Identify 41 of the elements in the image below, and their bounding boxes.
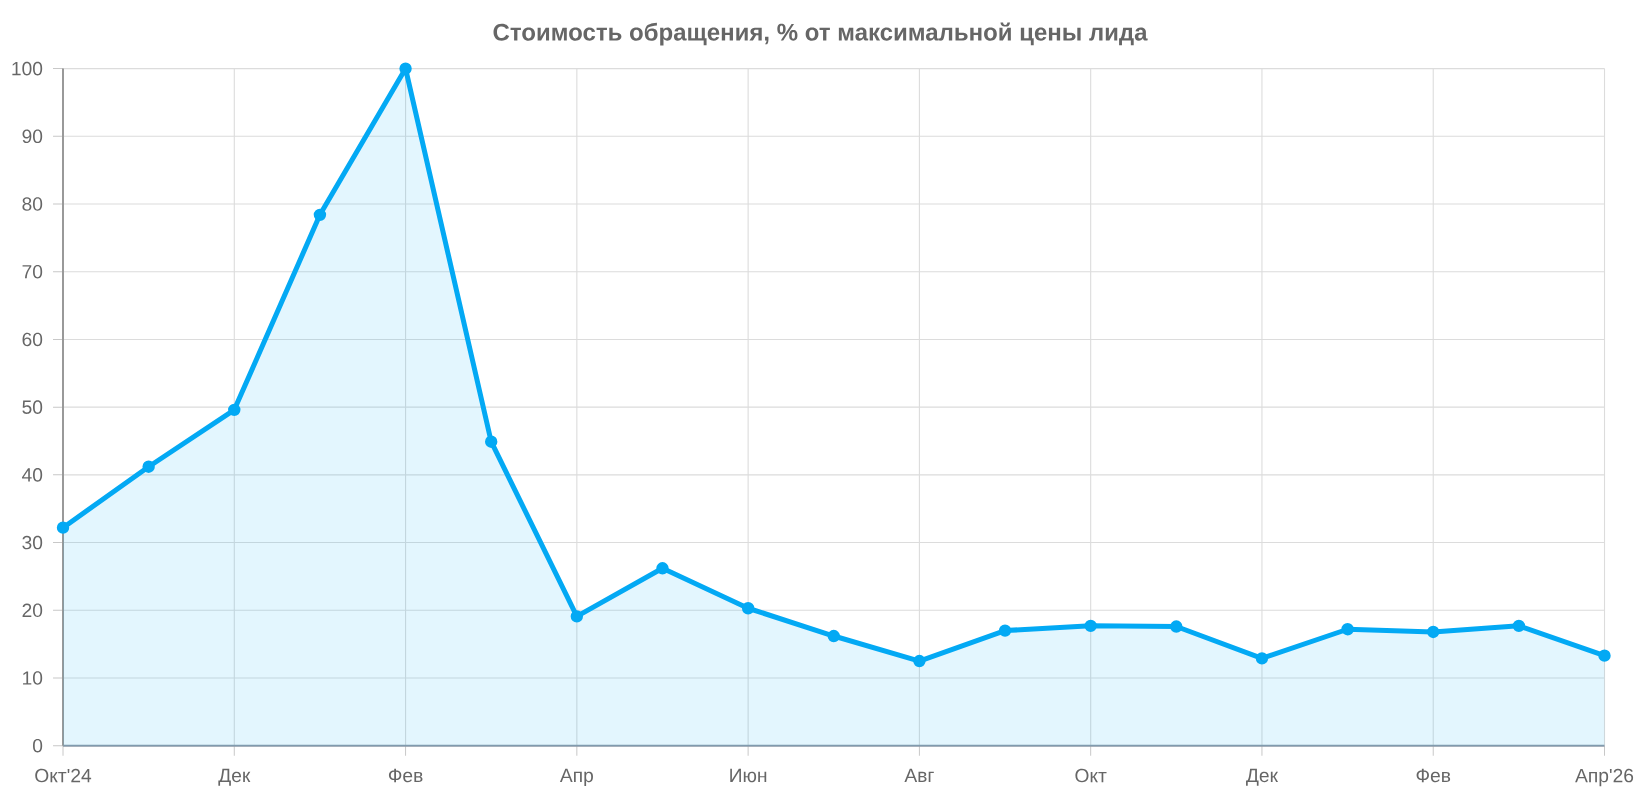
point xyxy=(142,460,155,473)
y-tick-label: 50 xyxy=(22,400,43,414)
point xyxy=(913,654,926,668)
point xyxy=(1341,623,1354,636)
y-tick-label: 60 xyxy=(22,332,43,347)
y-tick-label: 100 xyxy=(12,61,43,76)
x-tick-label: Дек xyxy=(218,768,251,786)
x-tick-label: Дек xyxy=(1246,768,1279,786)
point xyxy=(998,624,1012,637)
x-tick-label: Фев xyxy=(1416,768,1451,783)
point xyxy=(1598,649,1611,662)
point xyxy=(1255,652,1269,665)
y-tick-label: 30 xyxy=(22,535,43,550)
y-tick-label: 0 xyxy=(33,738,43,753)
y-tick-label: 10 xyxy=(23,671,43,685)
y-tick-label: 70 xyxy=(22,264,43,279)
point xyxy=(1170,620,1183,633)
x-tick-label: Авг xyxy=(904,768,934,782)
x-tick-label: Апр'26 xyxy=(1575,768,1634,787)
point xyxy=(1084,619,1097,633)
point xyxy=(656,562,669,575)
point xyxy=(1427,625,1440,639)
point xyxy=(485,435,498,448)
chart-title: Стоимость обращения, % от максимальной цены лида xyxy=(493,22,1148,46)
y-tick-label: 90 xyxy=(22,129,43,144)
point xyxy=(827,629,840,643)
point xyxy=(228,403,241,417)
x-tick-label: Окт xyxy=(1075,768,1107,783)
point xyxy=(56,521,70,534)
point xyxy=(741,602,755,615)
y-tick-label: 20 xyxy=(22,603,43,618)
point xyxy=(1512,619,1526,633)
point xyxy=(399,62,412,75)
x-tick-label: Апр xyxy=(559,768,593,786)
point xyxy=(570,610,584,623)
x-tick-label: Окт'24 xyxy=(35,768,92,783)
x-tick-label: Июн xyxy=(730,768,767,783)
point xyxy=(313,208,327,222)
y-tick-label: 80 xyxy=(22,197,43,211)
x-tick-label: Фев xyxy=(388,768,423,783)
y-tick-label: 40 xyxy=(22,468,43,482)
